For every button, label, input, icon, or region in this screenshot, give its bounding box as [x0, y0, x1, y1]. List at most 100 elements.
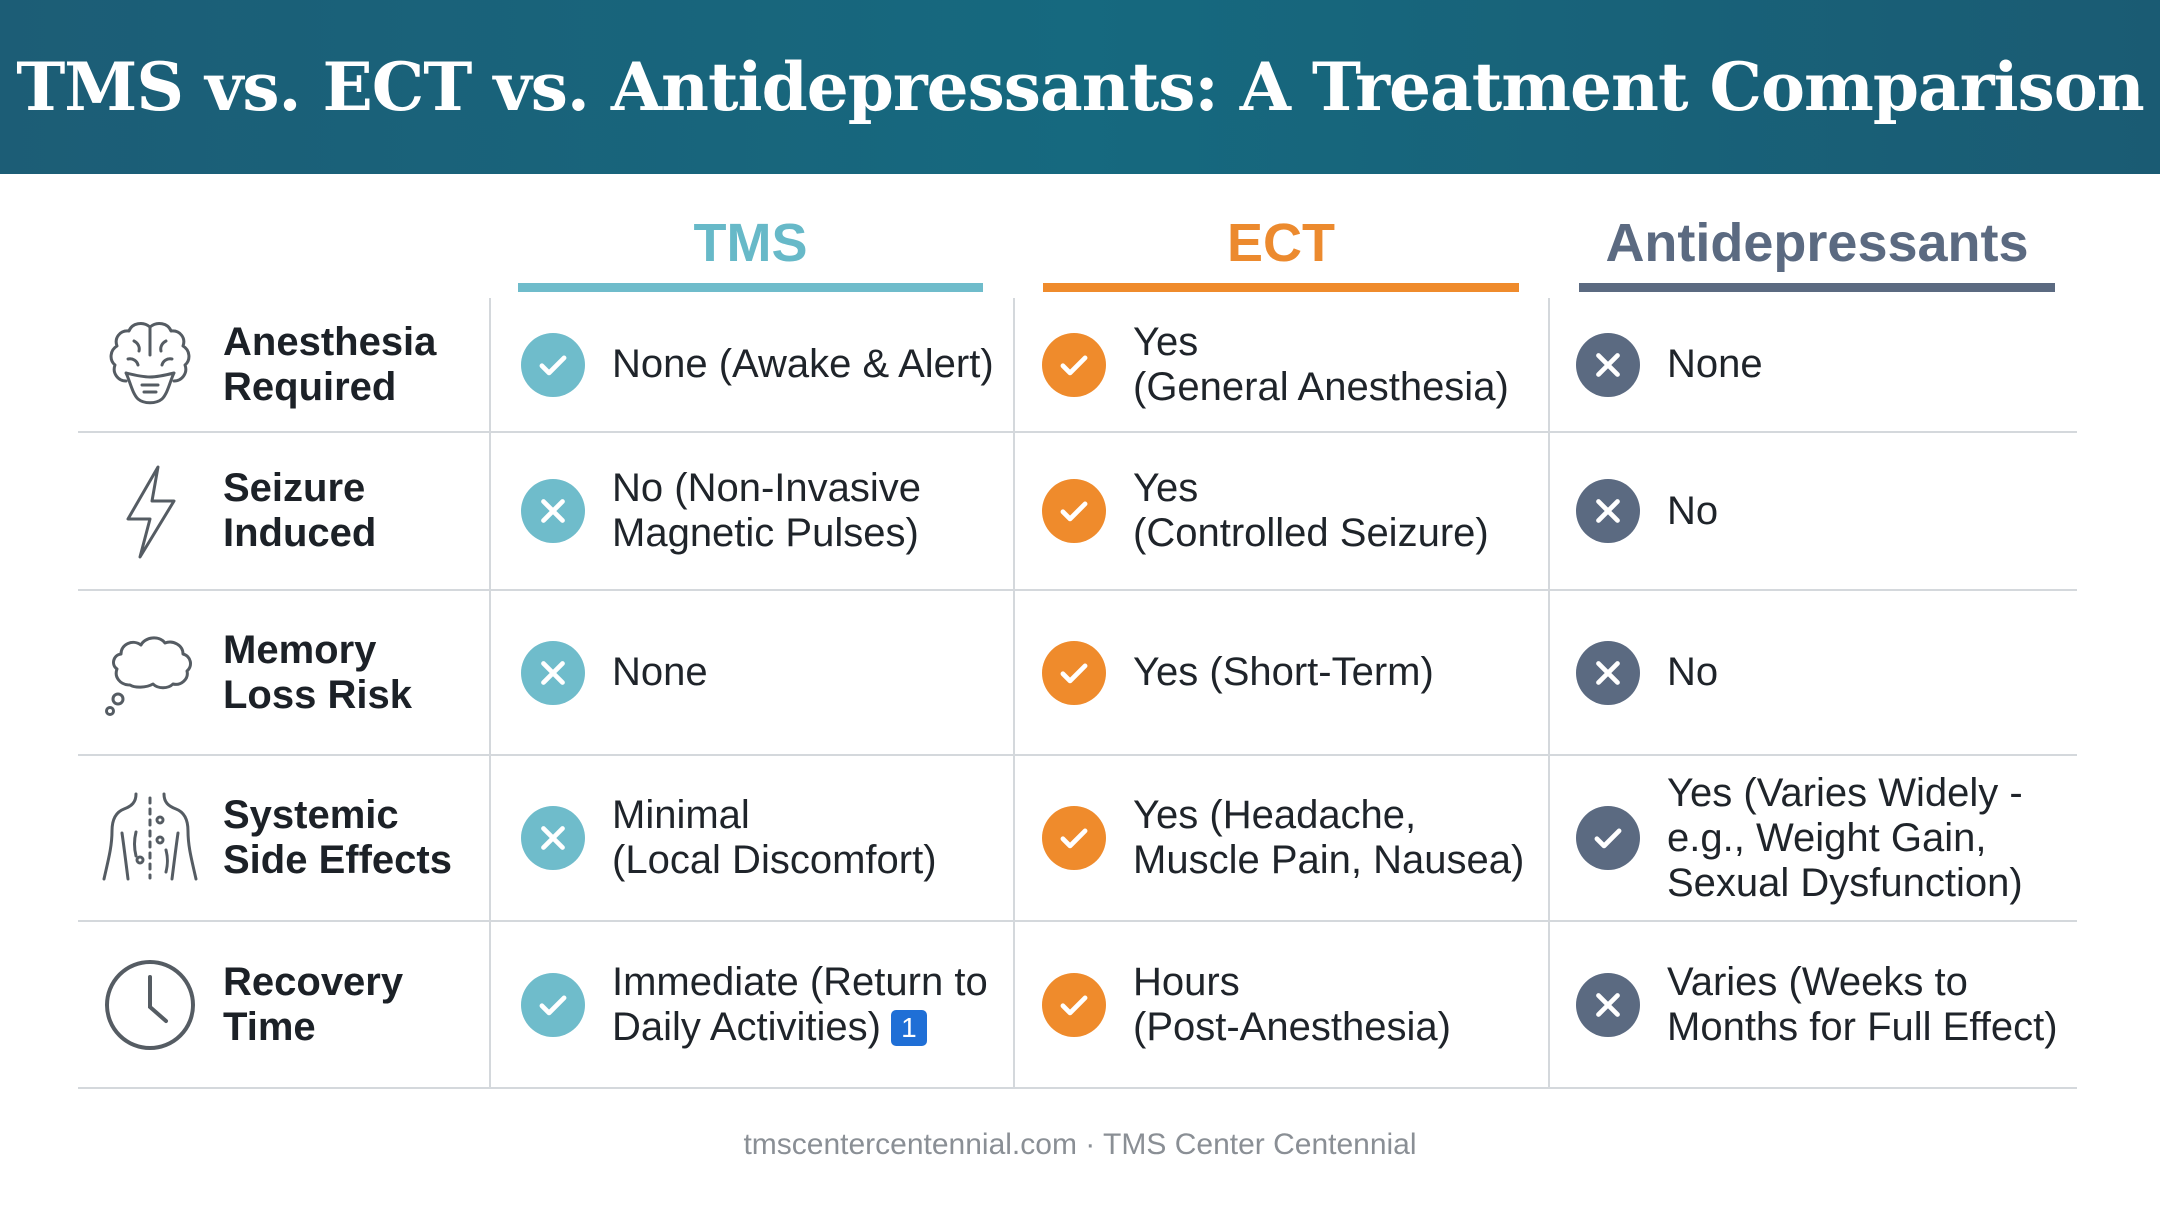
cell-text-value: No (Non-Invasive	[612, 466, 922, 510]
cross-icon	[1576, 972, 1640, 1037]
cell-tms: No (Non-Invasive Magnetic Pulses)	[521, 433, 921, 589]
brain-icon	[100, 315, 200, 415]
row-label: Seizure Induced	[223, 466, 376, 556]
cross-icon	[521, 806, 585, 870]
column-header-tms: TMS	[518, 210, 983, 292]
column-header-antidepressants: Antidepressants	[1579, 210, 2055, 292]
cell-text-value: None	[1667, 342, 1763, 386]
cell-text-line: Daily Activities) 1	[612, 1005, 988, 1050]
thought-cloud-icon	[100, 623, 200, 723]
column-header-underline	[518, 283, 983, 292]
cell-text-line: Yes (Short-Term)	[1133, 650, 1434, 695]
cell-text-line: No (Non-Invasive	[612, 466, 921, 511]
cell-text-line: Magnetic Pulses)	[612, 511, 921, 556]
cell-text-line: Muscle Pain, Nausea)	[1133, 838, 1524, 883]
column-header-label: Antidepressants	[1605, 213, 2029, 273]
row-divider	[78, 431, 2077, 433]
cell-text: None (Awake & Alert)	[612, 342, 994, 387]
cell-ect: Hours (Post-Anesthesia)	[1042, 922, 1451, 1087]
row-label-line: Induced	[223, 511, 377, 555]
cell-text: Yes (Headache, Muscle Pain, Nausea)	[1133, 793, 1524, 883]
cell-text-line: Yes	[1133, 466, 1489, 511]
table-row: Recovery Time Immediate (Return to Daily Ac…	[0, 922, 2160, 1087]
cell-text-value: Muscle Pain, Nausea)	[1133, 838, 1525, 882]
row-label: Systemic Side Effects	[223, 793, 452, 883]
cell-text-value: None (Awake & Alert)	[612, 342, 994, 386]
cell-text: No (Non-Invasive Magnetic Pulses)	[612, 466, 921, 556]
cell-text-line: None	[612, 650, 708, 695]
row-label-line: Systemic	[223, 793, 399, 837]
column-divider	[1548, 298, 1550, 1088]
cell-tms: Immediate (Return to Daily Activities) 1	[521, 922, 988, 1087]
table-row: Seizure Induced No (Non-Invasive Magnetic P…	[0, 433, 2160, 589]
cell-text-line: (Local Discomfort)	[612, 838, 937, 883]
cell-anti: No	[1576, 433, 1718, 589]
cell-text-value: Varies (Weeks to	[1667, 959, 1968, 1004]
footer-credit: tmscentercentennial.com · TMS Center Cen…	[743, 1128, 1417, 1161]
cell-tms: None (Awake & Alert)	[521, 298, 994, 431]
check-icon	[1576, 806, 1640, 870]
row-label: Recovery Time	[223, 960, 403, 1050]
table-row: Systemic Side Effects Minimal (Local Discom…	[0, 756, 2160, 920]
cell-text-value: Hours	[1133, 959, 1240, 1004]
cell-text-line: Yes (Headache,	[1133, 793, 1524, 838]
column-header-label: ECT	[1227, 213, 1335, 273]
cell-text: None	[612, 650, 708, 695]
cell-text-value: (Local Discomfort)	[612, 838, 937, 882]
cell-text: Yes (Controlled Seizure)	[1133, 466, 1489, 556]
cell-text-value: Minimal	[612, 793, 750, 837]
cell-text-line: e.g., Weight Gain,	[1667, 816, 2023, 861]
cell-text-value: (Controlled Seizure)	[1133, 511, 1489, 555]
cell-tms: None	[521, 591, 708, 754]
check-icon	[521, 332, 585, 397]
row-label-line: Side Effects	[223, 838, 452, 882]
check-icon	[1042, 332, 1106, 397]
cell-text: Varies (Weeks to Months for Full Effect)	[1667, 960, 2058, 1050]
row-divider	[78, 754, 2077, 756]
column-header-underline	[1043, 283, 1519, 292]
cell-tms: Minimal (Local Discomfort)	[521, 756, 937, 920]
reference-badge[interactable]: 1	[890, 1009, 927, 1046]
cell-text-value: No	[1667, 650, 1719, 694]
cell-text-value: Months for Full Effect)	[1667, 1004, 2058, 1049]
cell-text: Yes (General Anesthesia)	[1133, 320, 1509, 410]
cell-text: Immediate (Return to Daily Activities) 1	[612, 960, 988, 1050]
row-label-line: Loss Risk	[223, 672, 412, 717]
row-label-line: Seizure	[223, 466, 366, 510]
lightning-icon	[100, 461, 200, 561]
column-header-ect: ECT	[1043, 210, 1519, 292]
column-divider	[489, 298, 491, 1088]
column-header-underline	[1579, 283, 2055, 292]
cell-text: Minimal (Local Discomfort)	[612, 793, 937, 883]
row-label: Memory Loss Risk	[223, 628, 412, 718]
cell-text-line: Varies (Weeks to	[1667, 960, 2058, 1005]
row-divider	[78, 920, 2077, 922]
check-icon	[1042, 972, 1106, 1037]
cell-text-value: Yes (Varies Widely -	[1667, 770, 2023, 815]
check-icon	[1042, 806, 1106, 870]
column-divider	[1013, 298, 1015, 1088]
cell-text-line: Yes (Varies Widely -	[1667, 771, 2023, 816]
cell-text-value: Yes	[1133, 466, 1199, 510]
row-label-line: Time	[223, 1004, 316, 1049]
cell-text-value: (Post-Anesthesia)	[1133, 1004, 1451, 1049]
cell-text-line: Yes	[1133, 320, 1509, 365]
row-label: Anesthesia Required	[223, 320, 436, 410]
cross-icon	[521, 640, 585, 705]
cross-icon	[1576, 640, 1640, 705]
cell-text: Hours (Post-Anesthesia)	[1133, 960, 1451, 1050]
cell-text-line: Hours	[1133, 960, 1451, 1005]
cell-text-line: Immediate (Return to	[612, 960, 988, 1005]
cell-ect: Yes (Headache, Muscle Pain, Nausea)	[1042, 756, 1524, 920]
clock-icon	[100, 955, 200, 1055]
cell-text-value: e.g., Weight Gain,	[1667, 815, 1987, 860]
cross-icon	[1576, 479, 1640, 543]
cell-anti: Varies (Weeks to Months for Full Effect)	[1576, 922, 2058, 1087]
cell-text-value: Yes (Short-Term)	[1133, 650, 1434, 694]
cell-text-line: (Post-Anesthesia)	[1133, 1005, 1451, 1050]
table-row: Anesthesia Required None (Awake & Alert) Ye…	[0, 298, 2160, 431]
cell-text-line: Sexual Dysfunction)	[1667, 861, 2023, 906]
cell-text-line: Months for Full Effect)	[1667, 1005, 2058, 1050]
cell-anti: Yes (Varies Widely - e.g., Weight Gain, Se…	[1576, 756, 2023, 920]
cross-icon	[521, 479, 585, 543]
